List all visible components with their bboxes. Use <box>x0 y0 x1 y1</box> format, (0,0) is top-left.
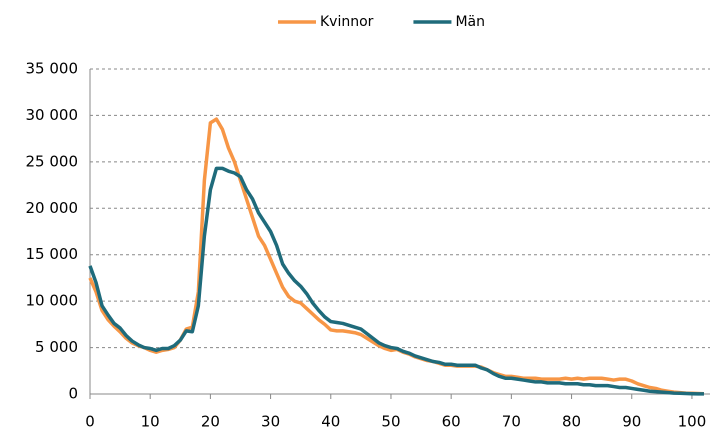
x-tick-label: 20 <box>201 413 220 431</box>
x-tick-label: 70 <box>502 413 521 431</box>
x-tick-label: 60 <box>442 413 461 431</box>
y-tick-label: 10 000 <box>26 292 79 310</box>
y-tick-label: 25 000 <box>26 152 79 170</box>
legend-label: Män <box>455 14 485 30</box>
x-tick-label: 40 <box>321 413 340 431</box>
y-tick-label: 15 000 <box>26 245 79 263</box>
y-tick-label: 5 000 <box>35 338 78 356</box>
y-tick-label: 0 <box>68 385 78 403</box>
y-tick-label: 20 000 <box>26 199 79 217</box>
x-tick-label: 30 <box>261 413 280 431</box>
series-line <box>88 117 705 396</box>
y-tick-label: 35 000 <box>26 60 79 78</box>
y-tick-label: 30 000 <box>26 106 79 124</box>
x-tick-label: 0 <box>85 413 95 431</box>
x-tick-label: 10 <box>141 413 160 431</box>
x-tick-label: 80 <box>562 413 581 431</box>
legend-label: Kvinnor <box>320 14 374 30</box>
x-tick-label: 100 <box>678 413 707 431</box>
x-tick-label: 90 <box>622 413 641 431</box>
x-tick-label: 50 <box>381 413 400 431</box>
series-line <box>88 166 705 396</box>
